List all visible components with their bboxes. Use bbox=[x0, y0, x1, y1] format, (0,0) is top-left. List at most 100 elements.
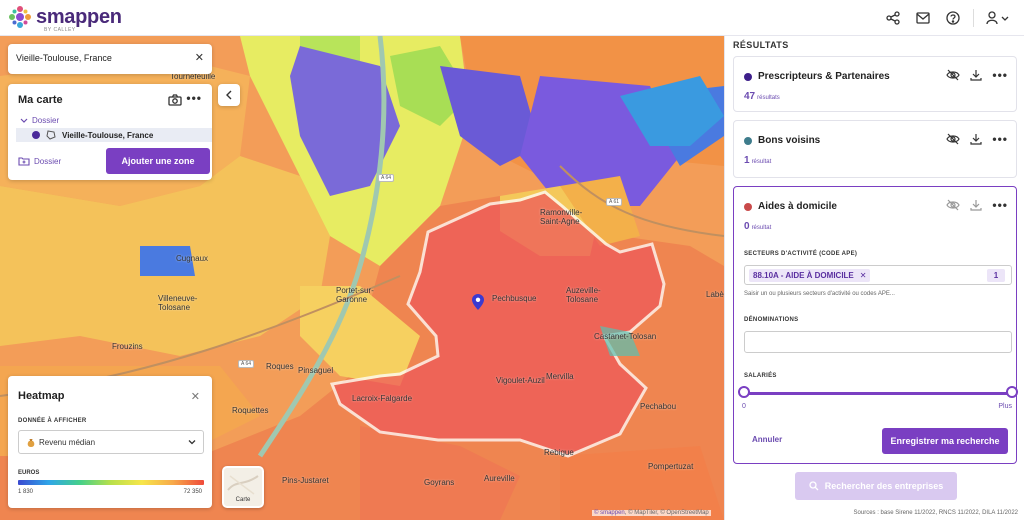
place-label: Pechabou bbox=[640, 402, 677, 411]
ape-sector-input[interactable]: 88.10A - AIDE À DOMICILE ✕ 1 bbox=[744, 265, 1012, 285]
download-icon[interactable] bbox=[970, 69, 982, 81]
help-icon[interactable] bbox=[943, 8, 963, 28]
place-label: Portet-sur- Garonne bbox=[336, 286, 374, 304]
place-label: Cugnaux bbox=[176, 254, 209, 263]
smappen-logo[interactable]: smappen BY CALLEY bbox=[8, 5, 122, 33]
place-label: Castanet-Tolosan bbox=[594, 332, 657, 341]
polygon-icon bbox=[46, 130, 56, 140]
chevron-down-icon bbox=[1001, 16, 1009, 21]
heatmap-color-scale bbox=[18, 480, 204, 485]
heatmap-unit-label: EUROS bbox=[18, 470, 40, 476]
ape-chip: 88.10A - AIDE À DOMICILE ✕ bbox=[749, 269, 871, 282]
heatmap-data-label: DONNÉE À AFFICHER bbox=[18, 418, 87, 424]
place-label: Ramonville- Saint-Agne bbox=[540, 208, 583, 226]
slider-max-label: Plus bbox=[998, 403, 1012, 410]
ape-count-badge: 1 bbox=[987, 269, 1005, 282]
collapse-panel-button[interactable] bbox=[218, 84, 240, 106]
road-label: A 64 bbox=[238, 360, 255, 368]
zone-color-dot bbox=[32, 131, 40, 139]
road-label: A 64 bbox=[378, 174, 395, 182]
folder-toggle[interactable]: Dossier bbox=[20, 116, 59, 125]
eye-off-icon[interactable] bbox=[946, 69, 961, 81]
cancel-button[interactable]: Annuler bbox=[752, 435, 783, 444]
download-icon[interactable] bbox=[970, 199, 982, 211]
heatmap-selected-value: Revenu médian bbox=[39, 437, 96, 447]
card-title: Prescripteurs & Partenaires bbox=[758, 71, 890, 82]
place-label: Roquettes bbox=[232, 406, 269, 415]
folder-add-icon bbox=[18, 157, 30, 166]
place-label: Aureville bbox=[484, 474, 515, 483]
denominations-input[interactable] bbox=[744, 331, 1012, 353]
place-label: Tournefeuille bbox=[170, 72, 216, 81]
search-companies-label: Rechercher des entreprises bbox=[824, 481, 944, 491]
map-thumbnail-icon bbox=[227, 475, 259, 495]
camera-icon[interactable] bbox=[168, 93, 182, 111]
card-title: Bons voisins bbox=[758, 135, 821, 146]
result-card-bons-voisins[interactable]: Bons voisins 1 résultat ••• bbox=[733, 120, 1017, 178]
top-bar: smappen BY CALLEY bbox=[0, 0, 1024, 36]
new-folder-button[interactable]: Dossier bbox=[18, 156, 61, 166]
zone-item[interactable]: Vieille-Toulouse, France bbox=[16, 128, 212, 142]
category-color-dot bbox=[744, 203, 752, 211]
data-sources: Sources : base Sirene 11/2022, RNCS 11/2… bbox=[853, 510, 1018, 516]
employees-label: SALARIÉS bbox=[744, 373, 777, 379]
download-icon[interactable] bbox=[970, 133, 982, 145]
heatmap-max-value: 72 350 bbox=[183, 489, 202, 495]
app-sub: BY CALLEY bbox=[44, 27, 76, 33]
more-options-icon[interactable]: ••• bbox=[992, 68, 1008, 82]
more-options-icon[interactable]: ••• bbox=[992, 132, 1008, 146]
result-card-prescripteurs[interactable]: Prescripteurs & Partenaires 47 résultats … bbox=[733, 56, 1017, 112]
category-color-dot bbox=[744, 73, 752, 81]
place-label: Goyrans bbox=[424, 478, 455, 487]
results-panel: RÉSULTATS Prescripteurs & Partenaires 47… bbox=[724, 36, 1024, 520]
eye-off-icon[interactable] bbox=[946, 133, 961, 145]
slider-min-label: 0 bbox=[742, 403, 746, 410]
logo-icon bbox=[9, 6, 31, 28]
location-pin-icon[interactable] bbox=[472, 294, 484, 310]
search-companies-button[interactable]: Rechercher des entreprises bbox=[795, 472, 957, 500]
place-label: Pechbusque bbox=[492, 294, 537, 303]
denominations-label: DÉNOMINATIONS bbox=[744, 317, 799, 323]
place-label: Rebigue bbox=[544, 448, 574, 457]
share-icon[interactable] bbox=[883, 8, 903, 28]
place-label: Pompertuzat bbox=[648, 462, 694, 471]
eye-off-icon[interactable] bbox=[946, 199, 961, 211]
place-label: Auzeville- Tolosane bbox=[566, 286, 601, 304]
more-options-icon[interactable]: ••• bbox=[992, 198, 1008, 212]
results-title: RÉSULTATS bbox=[733, 40, 789, 50]
new-folder-label: Dossier bbox=[34, 156, 62, 166]
place-label: Pinsaguel bbox=[298, 366, 334, 375]
heatmap-title: Heatmap bbox=[18, 390, 65, 402]
coin-bag-icon bbox=[27, 439, 35, 447]
close-icon[interactable]: ✕ bbox=[190, 391, 200, 403]
card-count: 0 résultat bbox=[744, 221, 772, 232]
heatmap-panel: Heatmap ✕ DONNÉE À AFFICHER Revenu média… bbox=[8, 376, 212, 508]
save-search-button[interactable]: Enregistrer ma recherche bbox=[882, 428, 1008, 454]
user-icon[interactable] bbox=[984, 8, 1012, 28]
place-label: Vigoulet-Auzil bbox=[496, 376, 545, 385]
result-card-aides-domicile[interactable]: Aides à domicile 0 résultat ••• SECTEURS … bbox=[733, 186, 1018, 464]
search-icon bbox=[809, 481, 819, 491]
employees-slider-track[interactable] bbox=[744, 392, 1012, 395]
chevron-down-icon bbox=[20, 118, 28, 123]
app-name: smappen bbox=[36, 6, 122, 28]
sectors-label: SECTEURS D'ACTIVITÉ (CODE APE) bbox=[744, 251, 858, 257]
location-search-input[interactable] bbox=[16, 53, 186, 63]
place-label: Mervilla bbox=[546, 372, 574, 381]
place-label: Lacroix-Falgarde bbox=[352, 394, 413, 403]
mail-icon[interactable] bbox=[913, 8, 933, 28]
add-zone-button[interactable]: Ajouter une zone bbox=[106, 148, 210, 174]
base-map-toggle[interactable]: Carte bbox=[222, 466, 264, 508]
slider-max-handle[interactable] bbox=[1006, 386, 1018, 398]
my-map-panel: Ma carte ••• Dossier Vieille-Toulouse, F… bbox=[8, 84, 212, 180]
close-icon[interactable]: ✕ bbox=[194, 52, 204, 64]
my-map-title: Ma carte bbox=[18, 94, 63, 106]
map-sources: © smappen, © MapTiler, © OpenStreetMap bbox=[592, 510, 711, 516]
heatmap-data-select[interactable]: Revenu médian bbox=[18, 430, 204, 454]
ape-chip-label: 88.10A - AIDE À DOMICILE bbox=[753, 271, 854, 280]
location-search-panel: ✕ bbox=[8, 44, 212, 74]
chip-remove-icon[interactable]: ✕ bbox=[859, 271, 867, 280]
slider-min-handle[interactable] bbox=[738, 386, 750, 398]
more-options-icon[interactable]: ••• bbox=[186, 91, 202, 105]
place-label: Roques bbox=[266, 362, 294, 371]
